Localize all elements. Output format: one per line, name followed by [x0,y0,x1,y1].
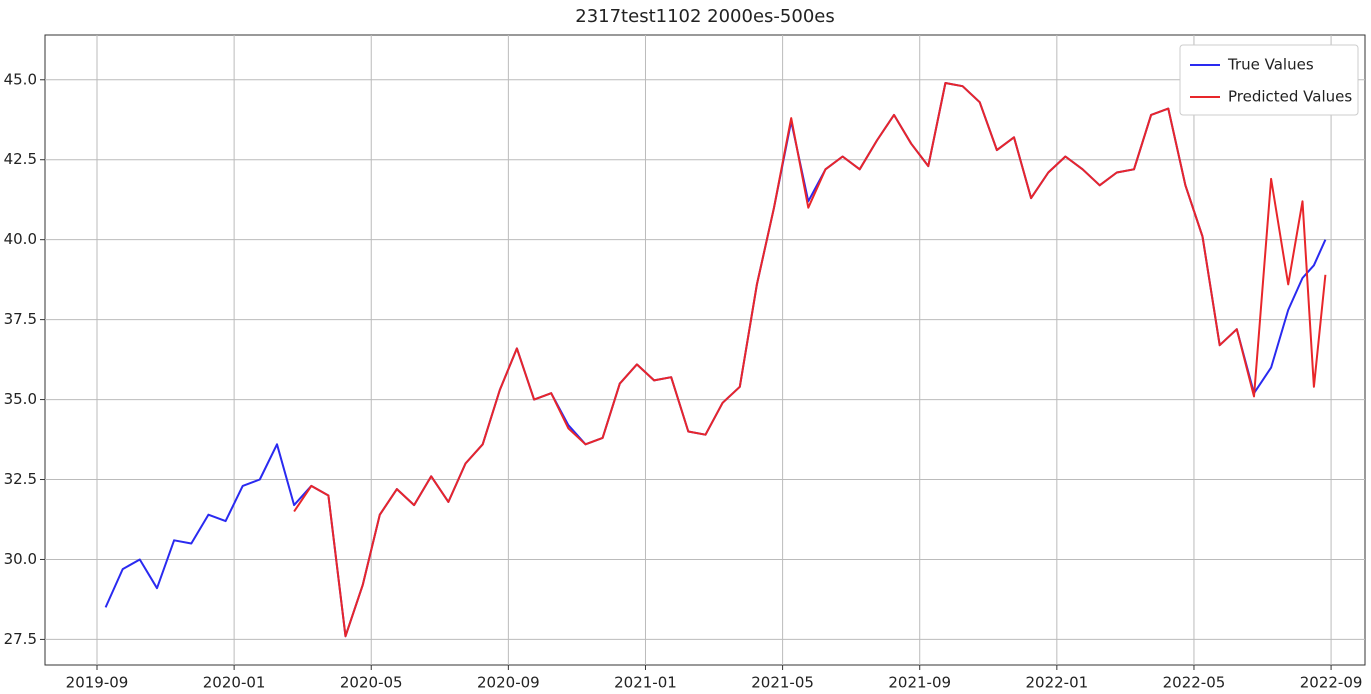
y-tick-label: 35.0 [4,390,37,408]
y-tick-label: 27.5 [4,630,37,648]
y-tick-label: 40.0 [4,230,37,248]
x-tick-label: 2020-09 [477,674,540,692]
legend-box [1179,44,1359,116]
y-tick-label: 42.5 [4,150,37,168]
x-tick-label: 2022-01 [1025,674,1088,692]
series-line [293,82,1327,638]
legend-label: True Values [1227,56,1314,74]
x-tick-label: 2022-09 [1300,674,1363,692]
legend-label: Predicted Values [1228,88,1352,106]
x-tick-label: 2019-09 [66,674,129,692]
x-tick-label: 2021-09 [888,674,951,692]
y-tick-label: 30.0 [4,550,37,568]
y-tick-label: 37.5 [4,310,37,328]
chart-title: 2317test1102 2000es-500es [575,6,834,27]
x-tick-label: 2020-01 [203,674,266,692]
legend: True Values Predicted Values [1179,44,1359,116]
x-tick-label: 2022-05 [1163,674,1226,692]
y-tick-label: 32.5 [4,470,37,488]
y-tick-label: 45.0 [4,70,37,88]
x-tick-label: 2021-05 [751,674,814,692]
x-tick-label: 2020-05 [340,674,403,692]
plot-area [44,34,1366,666]
x-tick-label: 2021-01 [614,674,677,692]
